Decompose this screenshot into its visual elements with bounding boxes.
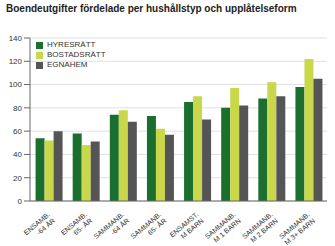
- svg-text:0: 0: [18, 197, 23, 206]
- svg-text:140: 140: [9, 34, 23, 43]
- html-text:Boendeutgifter fördelade per h: Boendeutgifter fördelade per hushållstyp…: [6, 3, 297, 14]
- svg-text:40: 40: [13, 150, 22, 159]
- svg-text:SAMMANB.-64 ÅR: SAMMANB.-64 ÅR: [92, 211, 130, 246]
- svg-text:SAMMANB.M 2 BARN: SAMMANB.M 2 BARN: [241, 211, 279, 246]
- svg-text:60: 60: [13, 127, 22, 136]
- svg-text:120: 120: [9, 57, 23, 66]
- svg-text:ENSAMB.-64 ÅR: ENSAMB.-64 ÅR: [22, 211, 56, 243]
- html-text:BOSTADSRÄTT: BOSTADSRÄTT: [47, 50, 106, 59]
- svg-text:SAMMANB.M 3+ BARN: SAMMANB.M 3+ BARN: [278, 211, 316, 246]
- svg-text:20: 20: [13, 174, 22, 183]
- svg-text:ENSAMST.M BARN: ENSAMST.M BARN: [168, 211, 205, 245]
- html-text:EGNAHEM: EGNAHEM: [47, 60, 88, 69]
- svg-text:SAMMANB.65- ÅR: SAMMANB.65- ÅR: [129, 211, 167, 246]
- svg-text:SAMMANB.M 1 BARN: SAMMANB.M 1 BARN: [204, 211, 242, 246]
- svg-text:ENSAMB.65- ÅR: ENSAMB.65- ÅR: [60, 211, 94, 243]
- svg-text:100: 100: [9, 80, 23, 89]
- html-text:HYRESRÄTT: HYRESRÄTT: [47, 40, 96, 49]
- svg-text:80: 80: [13, 104, 22, 113]
